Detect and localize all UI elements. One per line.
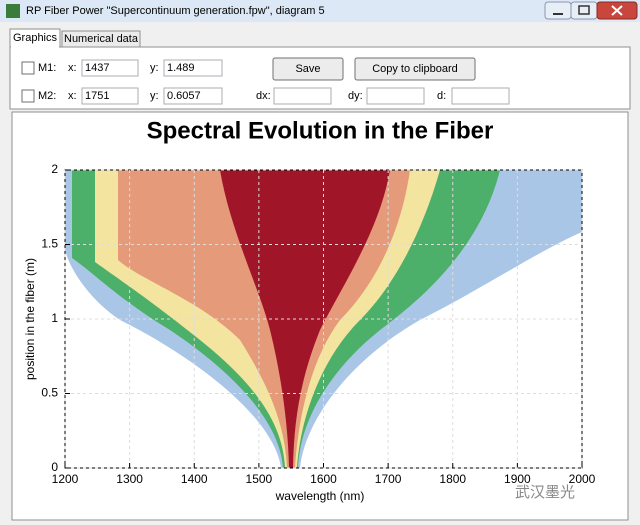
y-tick-label: 2 [51,162,58,176]
x-value: 1751 [85,90,109,102]
button-label[interactable]: Copy to clipboard [372,63,458,75]
maximize-button[interactable] [570,1,598,20]
tab-label[interactable]: Graphics [13,32,58,44]
y-tick-label: 0 [51,460,58,474]
delta-input[interactable] [366,87,425,105]
x-value: 1437 [85,62,109,74]
maximize-icon [578,5,590,15]
app-icon [6,4,20,18]
y-value: 0.6057 [167,90,201,102]
y-input[interactable] [163,87,223,105]
delta-label: dy: [348,90,363,102]
x-input[interactable] [81,59,139,77]
x-tick-label: 1800 [439,472,466,486]
y-value: 1.489 [167,62,195,74]
delta-label: dx: [256,90,271,102]
checkbox[interactable] [21,61,35,75]
tab-label[interactable]: Numerical data [64,33,139,45]
x-axis-label: wavelength (nm) [275,489,365,503]
delta-input[interactable] [451,87,510,105]
x-tick-label: 1500 [246,472,273,486]
copy-button[interactable] [354,57,476,81]
watermark: 武汉墨光 [515,484,575,501]
x-tick-label: 2000 [569,472,596,486]
marker-label: M1: [38,62,56,74]
marker-label: M2: [38,90,56,102]
x-label: x: [68,62,77,74]
x-input[interactable] [81,87,139,105]
x-tick-label: 1600 [310,472,337,486]
x-tick-label: 1300 [116,472,143,486]
delta-label: d: [437,90,446,102]
window-title: RP Fiber Power "Supercontinuum generatio… [26,5,325,17]
y-input[interactable] [163,59,223,77]
y-label: y: [150,90,159,102]
y-tick-label: 0.5 [41,386,58,400]
x-tick-label: 1900 [504,472,531,486]
x-tick-label: 1700 [375,472,402,486]
delta-input[interactable] [273,87,332,105]
marker-rows: M1: x: 1437 y: 1.489 M2: x: 1751 y: 0.6057 [21,59,223,105]
x-tick-label: 1200 [52,472,79,486]
y-tick-label: 1 [51,311,58,325]
y-label: y: [150,62,159,74]
title-bar [0,0,640,22]
x-tick-label: 1400 [181,472,208,486]
button-label[interactable]: Save [295,63,320,75]
checkbox[interactable] [21,89,35,103]
chart-title: Spectral Evolution in the Fiber [147,117,494,144]
save-button[interactable] [272,57,344,81]
minimize-button[interactable] [544,1,572,20]
close-icon [611,5,623,16]
y-tick-label: 1.5 [41,237,58,251]
x-label: x: [68,90,77,102]
y-axis-label: position in the fiber (m) [23,258,37,380]
